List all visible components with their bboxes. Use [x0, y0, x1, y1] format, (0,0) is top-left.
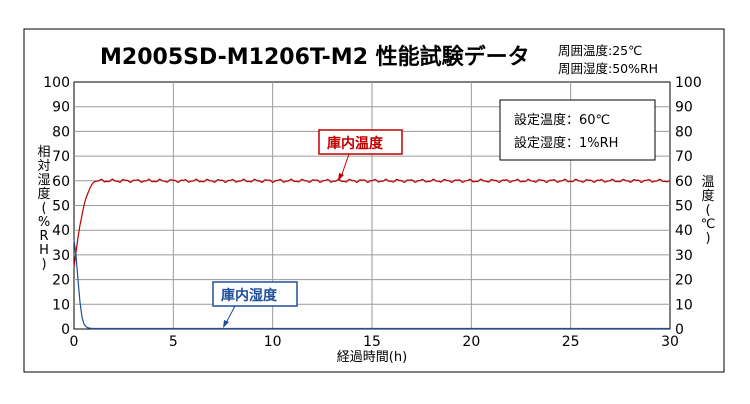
x-tick-label: 10 [264, 334, 282, 350]
y-left-tick-label: 60 [52, 174, 70, 190]
y-left-tick-label: 10 [52, 297, 70, 313]
y-right-tick-label: 10 [675, 297, 693, 313]
y-left-tick-label: 100 [43, 75, 70, 91]
x-tick-label: 5 [169, 334, 178, 350]
callout-humidity-box [212, 281, 298, 307]
y-right-tick-label: 90 [675, 100, 693, 116]
x-tick-label: 25 [562, 334, 580, 350]
y-left-tick-label: 30 [52, 248, 70, 264]
ambient-temperature: 周囲温度:25℃ [558, 43, 642, 58]
setting-humidity: 設定湿度：1%RH [514, 135, 618, 151]
setting-temperature: 設定温度：60℃ [514, 112, 610, 128]
callout-humidity-label: 庫内湿度 [221, 287, 278, 304]
y-left-tick-label: 50 [52, 199, 70, 215]
series-lines [73, 178, 671, 330]
y-right-tick-label: 100 [675, 75, 702, 91]
callout-temperature-box [318, 129, 403, 155]
y-left-tick-label: 90 [52, 100, 70, 116]
y-right-tick-label: 0 [675, 322, 684, 338]
grid [74, 82, 670, 329]
y-right-tick-label: 30 [675, 248, 693, 264]
callout-humidity-arrow [225, 305, 236, 324]
y-axis-label-left: 相対湿度(% R H) [37, 145, 50, 272]
callout-humidity-arrowhead [223, 320, 229, 328]
ambient-humidity: 周囲湿度:50%RH [558, 61, 658, 76]
series-line-庫内湿度 [73, 240, 670, 330]
y-left-tick-label: 0 [61, 322, 70, 338]
settings-box [499, 99, 656, 161]
y-left-tick-label: 40 [52, 223, 70, 239]
y-left-tick-label: 80 [52, 124, 70, 140]
series-line-庫内温度 [73, 178, 671, 268]
y-right-tick-label: 60 [675, 174, 693, 190]
x-axis-label: 経過時間(h) [337, 350, 407, 365]
callout-temperature-arrowhead [338, 173, 344, 181]
y-left-tick-label: 70 [52, 149, 70, 165]
y-right-tick-label: 40 [675, 223, 693, 239]
y-right-tick-label: 80 [675, 124, 693, 140]
y-right-tick-label: 50 [675, 199, 693, 215]
y-left-tick-label: 20 [52, 273, 70, 289]
x-tick-label: 20 [462, 334, 480, 350]
y-right-tick-label: 20 [675, 273, 693, 289]
callout-temperature-label: 庫内温度 [327, 135, 384, 152]
x-tick-label: 0 [70, 334, 79, 350]
y-axis-label-right: 温度(℃) [701, 175, 716, 246]
y-right-tick-label: 70 [675, 149, 693, 165]
callout-temperature-arrow [340, 153, 350, 178]
x-tick-label: 15 [363, 334, 381, 350]
x-tick-label: 30 [661, 334, 679, 350]
chart-title: M2005SD-M1206T-M2 性能試験データ [100, 44, 530, 70]
